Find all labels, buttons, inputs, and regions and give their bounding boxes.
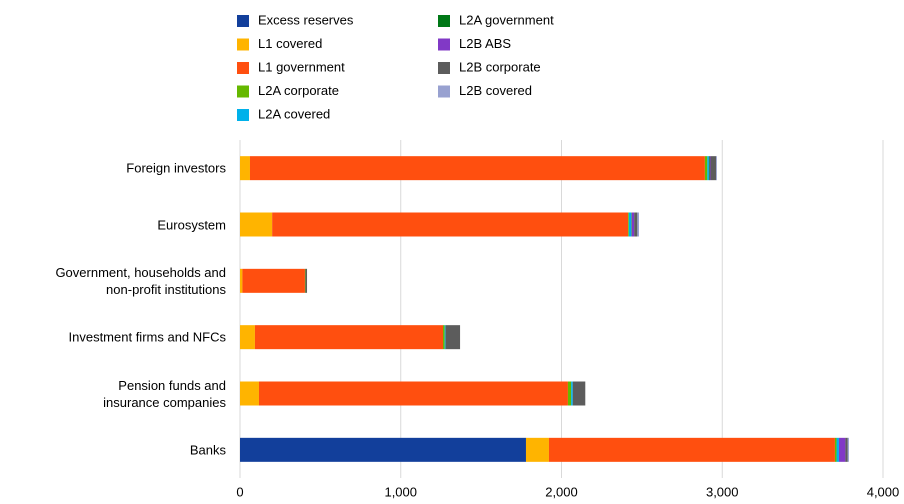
bar-segment [242,268,305,293]
y-tick-label: Banks [189,442,226,458]
bar-segment [709,156,711,181]
bar-segment [254,325,444,350]
x-tick-label: 3,000 [706,484,739,499]
x-tick-label: 1,000 [384,484,417,499]
bar-segment [637,212,639,237]
x-tick-label: 0 [236,484,243,499]
bar-segment [631,212,635,237]
bar-segment [240,268,243,293]
legend-label: L1 government [258,59,345,74]
bar-segment [571,381,573,406]
bar-segment [525,437,549,462]
bar-segment [572,381,586,406]
legend-swatch [237,38,249,51]
bar-segment [258,381,568,406]
legend-label: L2B ABS [459,36,511,51]
bar-segment [567,381,572,406]
legend-swatch [438,62,450,74]
bar-segment [628,212,629,237]
bar-segment [838,437,846,462]
bar-segment [708,156,710,181]
y-tick-label: Investment firms and NFCs [68,329,227,345]
legend-label: L2A corporate [258,83,339,98]
bar-segment [240,325,255,350]
legend-swatch [237,109,249,121]
legend-swatch [438,85,450,98]
bar-segment [834,437,837,462]
bar-segment [847,437,849,462]
bar-segment [634,212,638,237]
bar-segment [445,325,461,350]
x-tick-label: 4,000 [867,484,900,499]
bar-segment [836,437,839,462]
legend-label: L2A government [459,12,554,27]
legend-label: Excess reserves [258,12,354,27]
bar-segment [845,437,848,462]
legend-label: L2B covered [459,83,532,98]
legend-swatch [237,62,249,74]
legend-swatch [237,15,249,27]
bar-segment [716,156,717,181]
bar-segment [240,156,250,181]
bar-segment [305,268,308,293]
bar-segment [240,381,259,406]
bar-segment [443,325,445,350]
y-tick-label: Government, households and non-profit in… [55,264,226,297]
x-tick-label: 2,000 [545,484,578,499]
bar-segment [548,437,835,462]
legend-label: L2A covered [258,106,330,121]
bar-segment [710,156,717,181]
legend-swatch [438,15,450,27]
legend-swatch [438,38,450,51]
bar-segment [240,212,273,237]
y-tick-label: Pension funds and insurance companies [103,377,226,410]
legend-label: L2B corporate [459,59,541,74]
bar-segment [272,212,629,237]
legend-swatch [237,85,249,98]
y-tick-label: Eurosystem [157,217,226,232]
bar-segment [707,156,709,181]
bar-segment [249,156,705,181]
bar-segment [240,437,526,462]
bar-segment [704,156,708,181]
bar-segment [444,325,446,350]
bar-segment [628,212,632,237]
y-tick-label: Foreign investors [126,160,226,176]
legend-label: L1 covered [258,36,322,51]
